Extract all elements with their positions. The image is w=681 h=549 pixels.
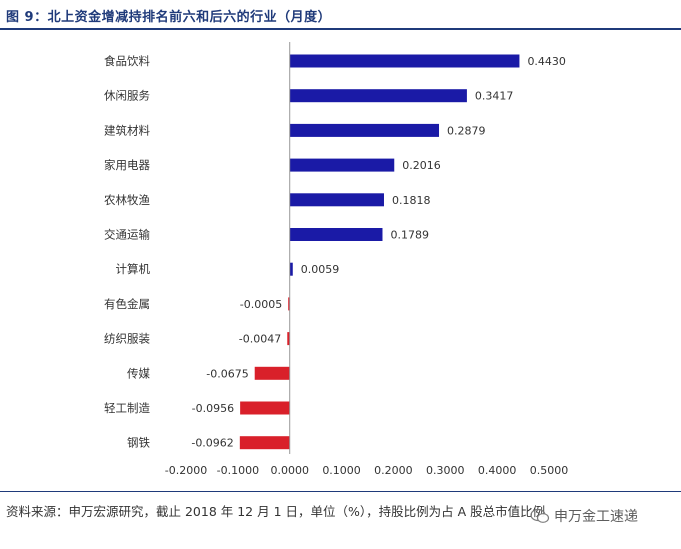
bar [289, 89, 467, 103]
x-tick-label: 0.2000 [374, 464, 413, 477]
category-label: 纺织服装 [104, 332, 150, 346]
x-tick-label: 0.0000 [270, 464, 309, 477]
value-label: 0.2879 [447, 124, 486, 137]
x-tick-label: -0.1000 [217, 464, 259, 477]
category-label: 传媒 [127, 366, 150, 380]
value-label: 0.1818 [392, 194, 431, 207]
value-label: 0.3417 [475, 90, 514, 103]
bar [289, 262, 293, 276]
category-label: 交通运输 [104, 228, 150, 242]
x-tick-label: 0.1000 [322, 464, 361, 477]
bar-chart: 食品饮料 0.4430 休闲服务 0.3417 建筑材料 0.2879 家用电器 0.2016… [104, 42, 569, 477]
value-label: 0.4430 [527, 55, 566, 68]
value-label: 0.1789 [390, 229, 429, 242]
chart-title: 图 9：北上资金增减持排名前六和后六的行业（月度） [6, 10, 332, 25]
category-label: 家用电器 [104, 158, 150, 172]
bar [287, 332, 290, 346]
category-label: 食品饮料 [104, 54, 150, 68]
category-label: 计算机 [116, 262, 151, 276]
value-label: 0.2016 [402, 159, 441, 172]
category-label: 休闲服务 [104, 89, 150, 103]
bar [240, 401, 290, 415]
watermark: 申万金工速递 [530, 506, 638, 526]
source-note: 资料来源：申万宏源研究，截止 2018 年 12 月 1 日，单位（%），持股比… [6, 504, 546, 519]
value-label: -0.0675 [206, 367, 248, 380]
x-tick-label: -0.2000 [165, 464, 207, 477]
watermark-text: 申万金工速递 [554, 509, 638, 525]
bar [289, 123, 440, 137]
value-label: -0.0047 [239, 333, 281, 346]
bar [239, 436, 290, 450]
category-label: 轻工制造 [104, 401, 150, 415]
category-label: 有色金属 [104, 297, 150, 311]
bar [289, 54, 520, 68]
x-tick-label: 0.3000 [426, 464, 465, 477]
footer-divider [0, 491, 681, 492]
bar [289, 193, 384, 207]
title-underline [0, 28, 681, 30]
wechat-icon [530, 508, 550, 523]
value-label: -0.0956 [192, 402, 234, 415]
category-label: 农林牧渔 [104, 193, 150, 207]
category-label: 钢铁 [127, 436, 150, 450]
x-tick-label: 0.4000 [478, 464, 517, 477]
bar [254, 366, 290, 380]
value-label: -0.0962 [191, 437, 233, 450]
bar [289, 228, 383, 241]
x-tick-label: 0.5000 [530, 464, 569, 477]
bar [288, 297, 290, 311]
bar [289, 158, 395, 172]
category-label: 建筑材料 [104, 123, 150, 137]
value-label: -0.0005 [240, 298, 282, 311]
value-label: 0.0059 [301, 263, 340, 276]
